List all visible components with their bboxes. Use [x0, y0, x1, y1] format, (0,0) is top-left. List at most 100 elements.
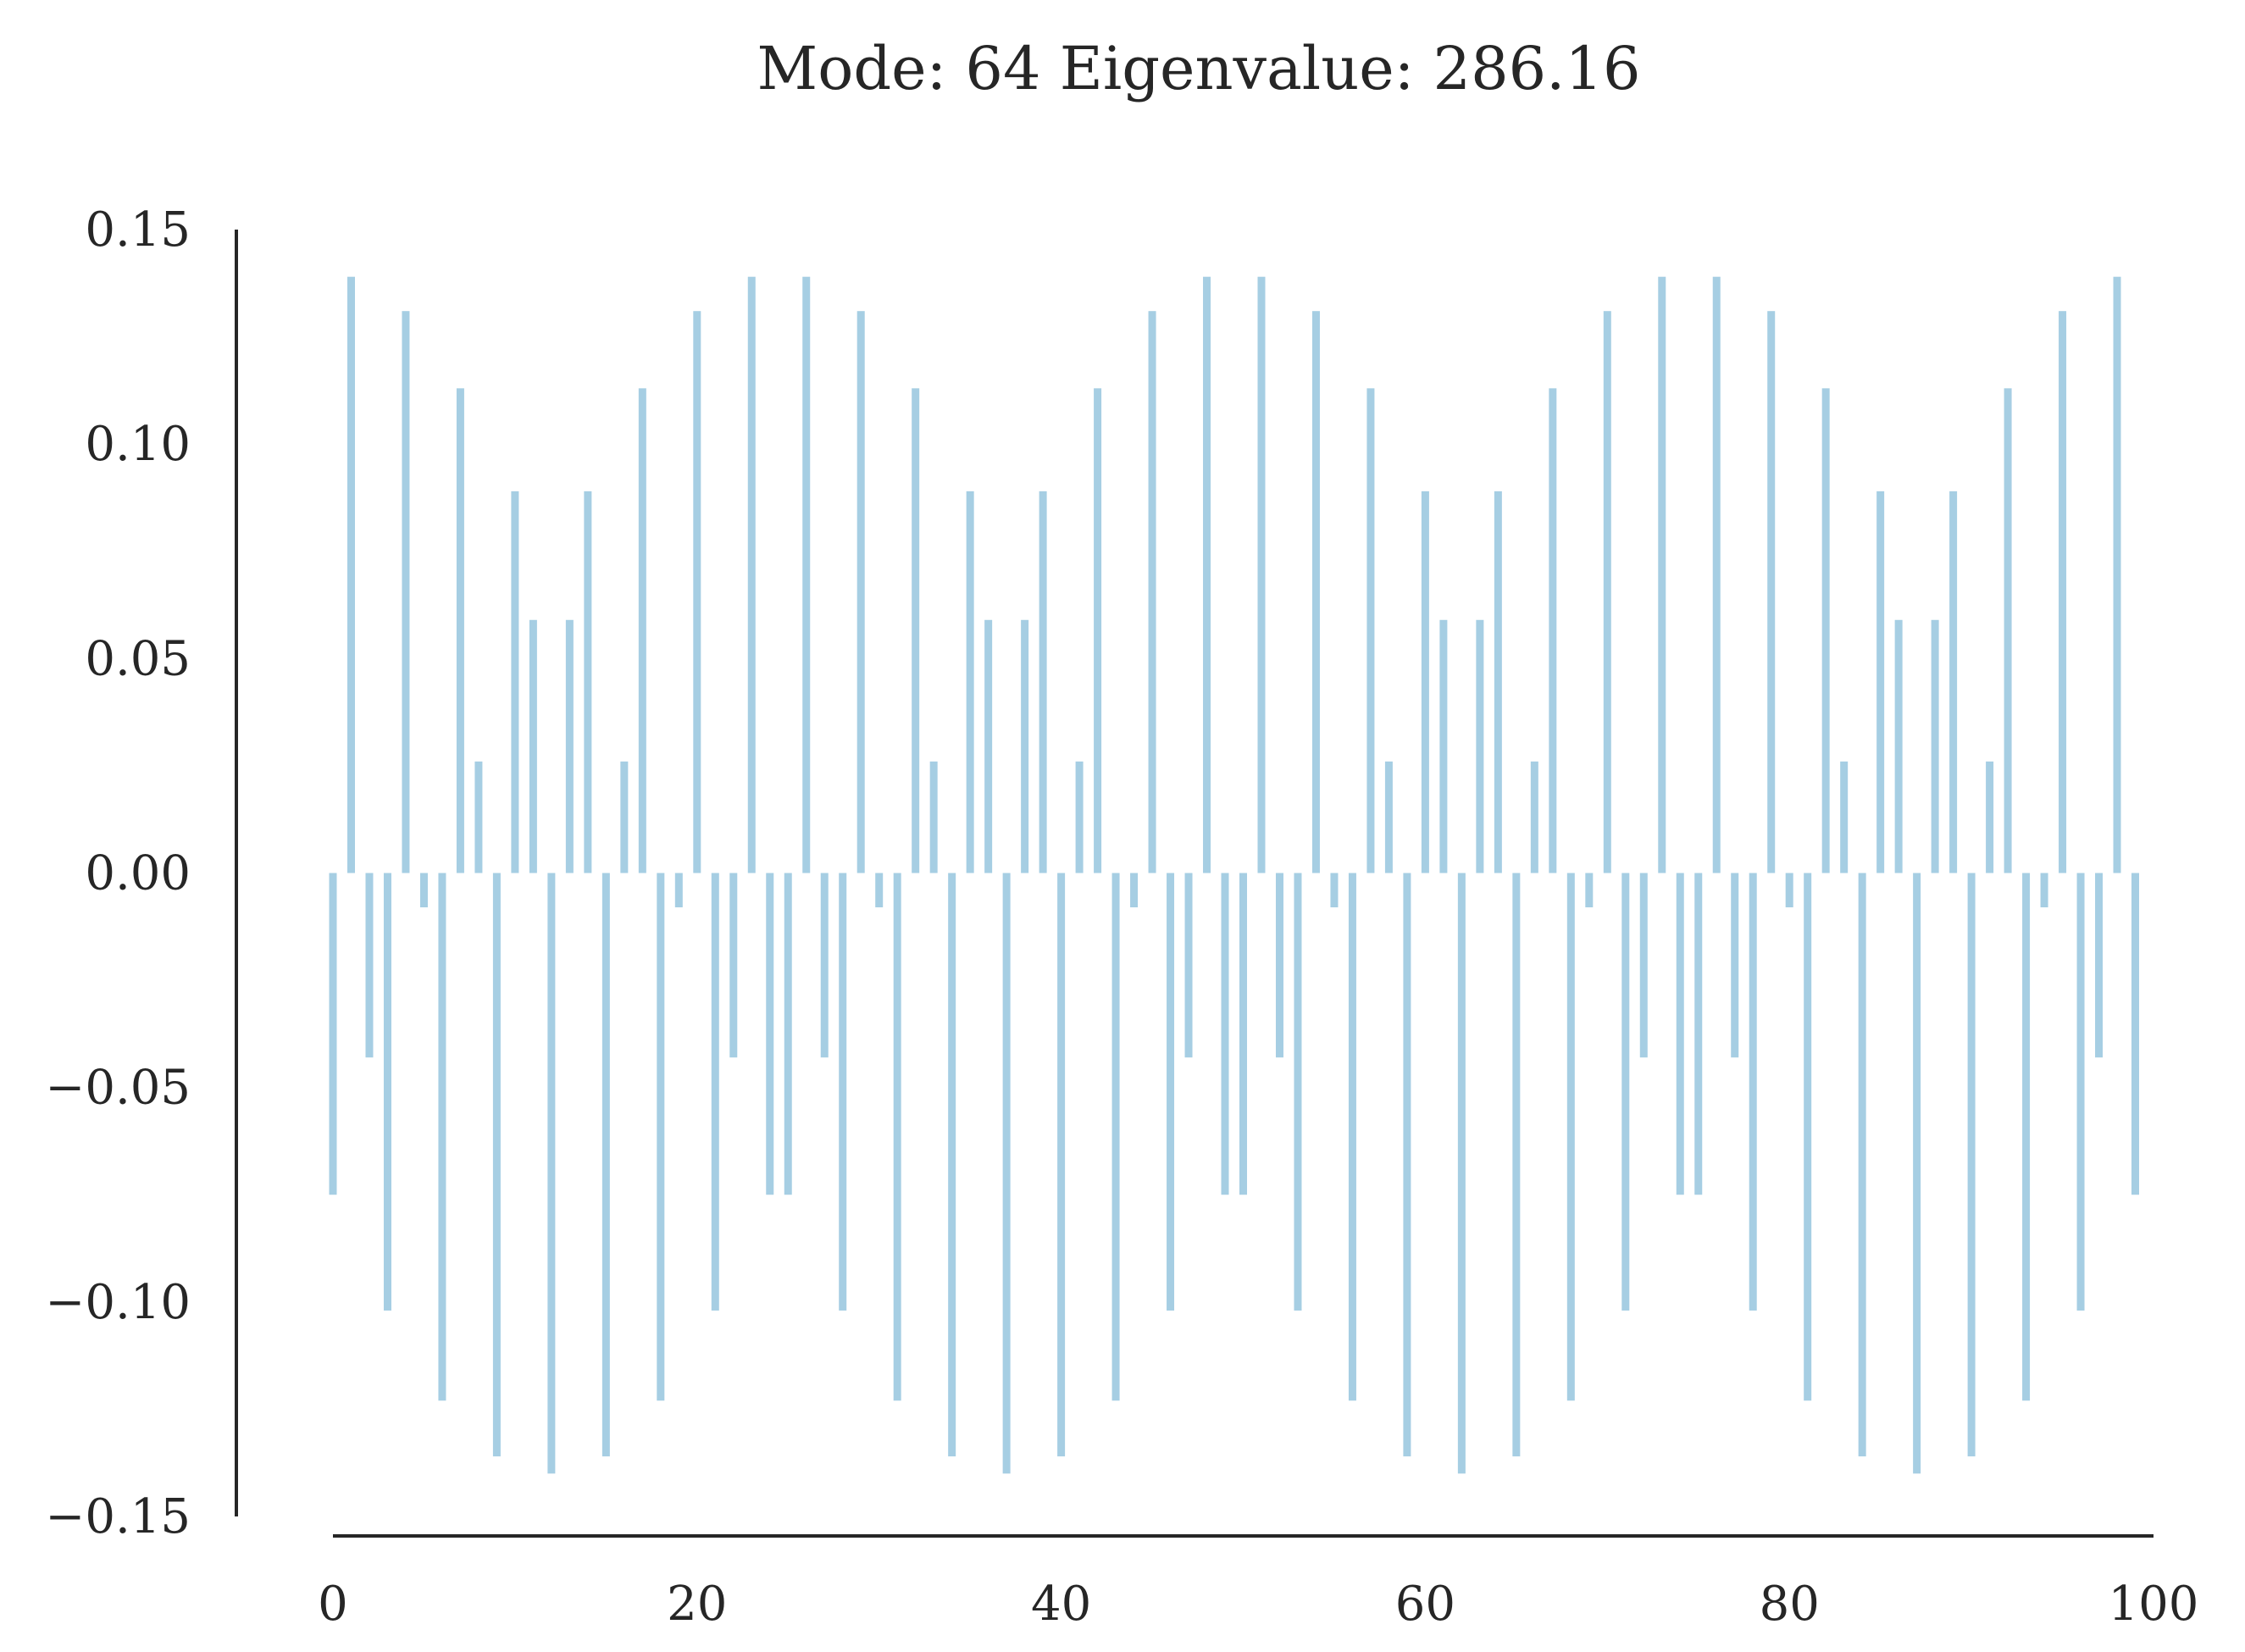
bar-2	[365, 873, 374, 1058]
bar-82	[1821, 388, 1830, 873]
bar-71	[1621, 873, 1630, 1311]
bar-40	[1057, 873, 1066, 1457]
bar-15	[601, 873, 610, 1457]
bar-25	[784, 873, 792, 1195]
bar-89	[1949, 491, 1958, 873]
bar-81	[1804, 873, 1812, 1401]
bar-65	[1512, 873, 1521, 1457]
bar-14	[584, 491, 592, 873]
chart-title: Mode: 64 Eigenvalue: 286.16	[757, 34, 1641, 103]
bar-0	[329, 873, 337, 1195]
bar-45	[1148, 311, 1156, 873]
bar-57	[1366, 388, 1375, 873]
bar-63	[1476, 619, 1484, 873]
bar-62	[1457, 873, 1466, 1474]
bar-12	[547, 873, 556, 1474]
y-tick-label: 0.00	[85, 846, 191, 901]
bar-52	[1275, 873, 1283, 1058]
bar-66	[1530, 761, 1538, 873]
bar-34	[948, 873, 956, 1457]
bar-36	[984, 619, 993, 873]
bar-22	[729, 873, 738, 1058]
bar-3	[383, 873, 391, 1311]
bar-23	[747, 276, 756, 873]
bar-8	[474, 761, 483, 873]
bar-11	[529, 619, 537, 873]
bar-61	[1439, 619, 1448, 873]
bar-44	[1130, 873, 1139, 908]
bar-29	[856, 311, 865, 873]
bar-64	[1494, 491, 1502, 873]
bar-97	[2095, 873, 2104, 1058]
bar-30	[875, 873, 884, 908]
x-tick-label: 20	[667, 1577, 727, 1632]
x-tick-label: 0	[318, 1577, 348, 1632]
bar-59	[1403, 873, 1411, 1457]
bar-50	[1239, 873, 1247, 1195]
bar-91	[1986, 761, 1994, 873]
bar-6	[438, 873, 446, 1401]
bar-38	[1021, 619, 1029, 873]
bar-78	[1749, 873, 1757, 1311]
bar-98	[2113, 276, 2121, 873]
bar-20	[693, 311, 701, 873]
bar-99	[2131, 873, 2140, 1195]
bar-72	[1639, 873, 1648, 1058]
bar-18	[657, 873, 665, 1401]
bar-21	[711, 873, 719, 1311]
bar-16	[620, 761, 629, 873]
y-tick-label: −0.15	[45, 1489, 191, 1544]
bar-74	[1676, 873, 1684, 1195]
bar-54	[1311, 311, 1320, 873]
x-tick-label: 60	[1395, 1577, 1455, 1632]
bar-67	[1549, 388, 1557, 873]
y-tick-label: 0.05	[85, 631, 191, 686]
bar-41	[1075, 761, 1084, 873]
bar-42	[1094, 388, 1102, 873]
bar-10	[511, 491, 519, 873]
bar-31	[893, 873, 901, 1401]
bar-9	[492, 873, 501, 1457]
bar-55	[1330, 873, 1339, 908]
x-axis-ticks: 0 20 40 60 80 100	[318, 1577, 2198, 1632]
bar-68	[1566, 873, 1575, 1401]
y-tick-label: −0.05	[45, 1061, 191, 1116]
bar-19	[674, 873, 683, 908]
bar-7	[456, 388, 464, 873]
bar-33	[929, 761, 938, 873]
bar-86	[1894, 619, 1903, 873]
bar-49	[1221, 873, 1229, 1195]
bar-83	[1840, 761, 1849, 873]
bar-53	[1294, 873, 1302, 1311]
bar-77	[1731, 873, 1739, 1058]
bar-28	[839, 873, 847, 1311]
bar-96	[2076, 873, 2085, 1311]
bar-51	[1257, 276, 1266, 873]
bar-24	[766, 873, 774, 1195]
bar-1	[346, 276, 355, 873]
bar-93	[2022, 873, 2031, 1401]
bar-90	[1967, 873, 1976, 1457]
bar-43	[1111, 873, 1120, 1401]
x-tick-label: 40	[1031, 1577, 1091, 1632]
bar-17	[638, 388, 646, 873]
bar-73	[1658, 276, 1666, 873]
y-axis-ticks: 0.15 0.10 0.05 0.00 −0.05 −0.10 −0.15	[45, 202, 191, 1544]
bar-75	[1694, 873, 1703, 1195]
bar-85	[1876, 491, 1885, 873]
bar-27	[820, 873, 829, 1058]
bar-47	[1184, 873, 1193, 1058]
bar-13	[565, 619, 574, 873]
bar-95	[2059, 311, 2067, 873]
bar-79	[1767, 311, 1776, 873]
bar-58	[1384, 761, 1393, 873]
bar-46	[1167, 873, 1175, 1311]
bar-32	[912, 388, 920, 873]
bar-69	[1585, 873, 1594, 908]
bar-70	[1603, 311, 1611, 873]
bar-37	[1002, 873, 1011, 1474]
bar-92	[2004, 388, 2012, 873]
bar-87	[1913, 873, 1921, 1474]
y-tick-label: 0.10	[85, 417, 191, 472]
